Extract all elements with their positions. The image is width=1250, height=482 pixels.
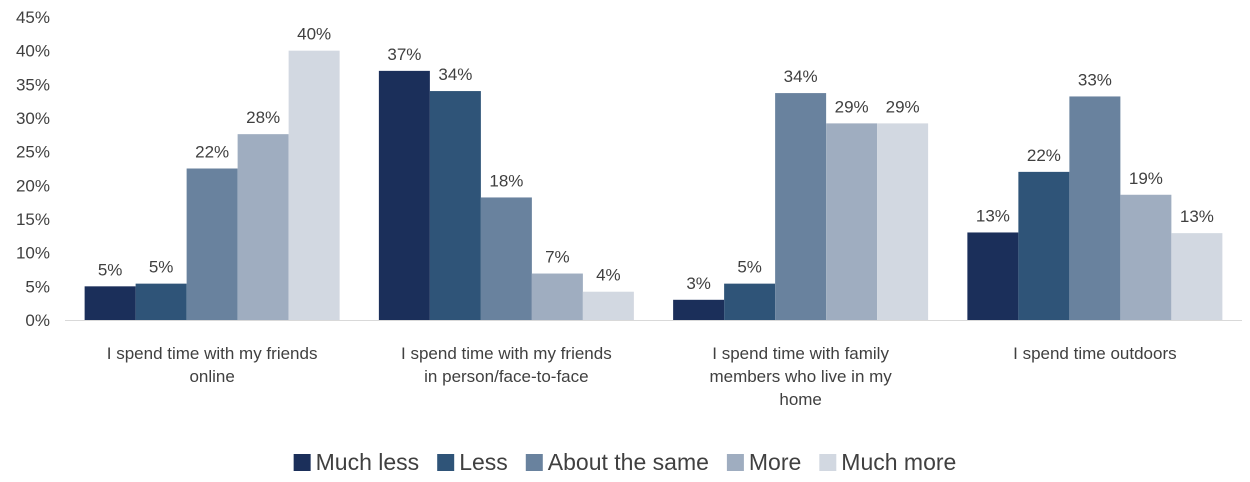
y-tick-label: 15%: [16, 210, 50, 229]
y-tick-label: 10%: [16, 244, 50, 263]
y-tick-label: 35%: [16, 75, 50, 94]
data-label: 5%: [737, 258, 762, 277]
data-label: 5%: [149, 258, 174, 277]
bar: [582, 291, 634, 320]
data-label: 13%: [1180, 207, 1214, 226]
bar: [724, 283, 776, 320]
data-label: 4%: [596, 266, 621, 285]
bar: [378, 70, 430, 320]
data-label: 7%: [545, 248, 570, 267]
data-label: 29%: [835, 97, 869, 116]
data-label: 13%: [976, 206, 1010, 225]
legend-swatch: [819, 454, 837, 471]
y-tick-label: 20%: [16, 176, 50, 195]
legend-item: Much more: [819, 449, 956, 475]
legend-label: Much less: [316, 449, 420, 475]
legend: Much less Less About the same More Much more: [293, 449, 956, 475]
bar: [1120, 194, 1172, 320]
bar: [186, 168, 238, 320]
legend-swatch: [726, 454, 744, 471]
y-tick-label: 30%: [16, 109, 50, 128]
category-label: I spend time with my friends in person/fa…: [401, 344, 612, 386]
data-label: 29%: [886, 97, 920, 116]
y-axis: 0% 5% 10% 15% 20% 25% 30% 35% 40% 45%: [16, 8, 50, 330]
category-label: I spend time with my friends online: [107, 344, 318, 386]
legend-item: About the same: [525, 449, 709, 475]
data-label: 40%: [297, 25, 331, 44]
data-label: 22%: [1027, 146, 1061, 165]
data-label: 28%: [246, 108, 280, 127]
bar: [237, 134, 289, 320]
y-tick-label: 40%: [16, 42, 50, 61]
y-tick-label: 45%: [16, 8, 50, 27]
bar: [480, 197, 532, 320]
data-label: 34%: [438, 65, 472, 84]
y-tick-label: 5%: [25, 277, 50, 296]
bar: [1171, 233, 1223, 320]
bars: [84, 50, 1223, 321]
legend-item: More: [726, 449, 801, 475]
data-label: 33%: [1078, 70, 1112, 89]
data-label: 5%: [98, 260, 123, 279]
legend-item: Less: [437, 449, 508, 475]
bar: [673, 299, 725, 320]
legend-label: More: [749, 449, 801, 475]
data-label: 18%: [489, 171, 523, 190]
bar: [877, 123, 929, 321]
y-tick-label: 25%: [16, 143, 50, 162]
bar: [967, 232, 1019, 320]
data-label: 3%: [686, 274, 711, 293]
legend-swatch: [525, 454, 543, 471]
bar: [775, 93, 827, 320]
legend-item: Much less: [293, 449, 420, 475]
legend-swatch: [293, 454, 311, 471]
legend-label: Much more: [841, 449, 956, 475]
bar: [135, 283, 187, 320]
y-tick-label: 0%: [25, 311, 50, 330]
category-label: I spend time with family members who live…: [709, 344, 892, 409]
bar: [826, 123, 878, 321]
bar: [1069, 96, 1121, 320]
data-label: 19%: [1129, 169, 1163, 188]
data-label: 34%: [784, 67, 818, 86]
bar: [429, 91, 481, 320]
data-labels: 5% 5% 22% 28% 40% 37% 34% 18% 7% 4% 3% 5% 34% 29% 29% 1…: [98, 25, 1214, 293]
legend-label: Less: [459, 449, 508, 475]
bar: [84, 286, 136, 320]
bar: [1018, 171, 1070, 320]
bar: [288, 50, 340, 321]
legend-label: About the same: [548, 449, 709, 475]
legend-swatch: [437, 454, 455, 471]
category-label: I spend time outdoors: [1013, 344, 1176, 363]
data-label: 37%: [387, 45, 421, 64]
data-label: 22%: [195, 143, 229, 162]
category-labels: I spend time with my friends online I spen…: [107, 344, 1177, 409]
bar: [531, 273, 583, 320]
